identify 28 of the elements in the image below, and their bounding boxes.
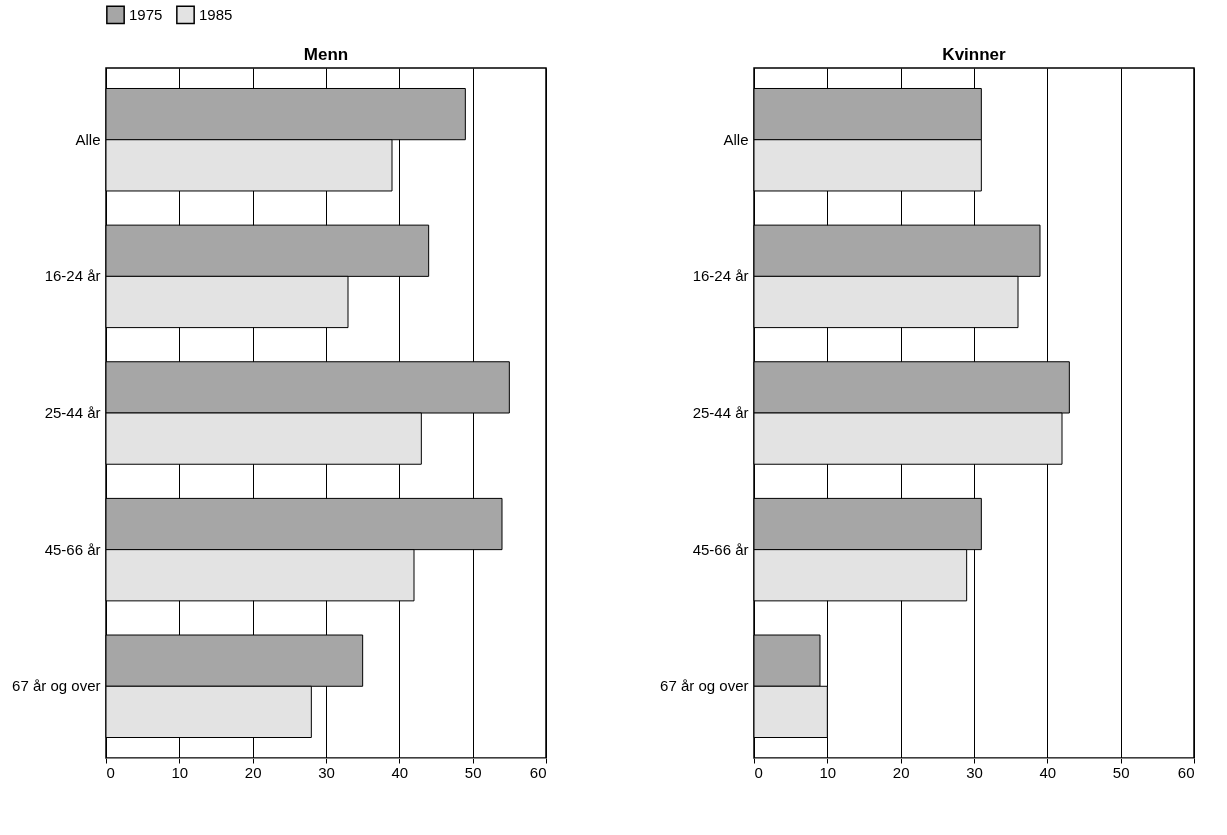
legend-label: 1975: [129, 5, 163, 23]
x-tick-label: 0: [106, 763, 115, 781]
legend-label: 1985: [199, 5, 233, 23]
y-tick-label: 67 år og over: [660, 677, 749, 695]
x-tick-label: 20: [892, 763, 910, 781]
x-tick-label: 0: [754, 763, 763, 781]
y-tick-label: Alle: [723, 130, 749, 148]
y-tick-label: 25-44 år: [44, 404, 101, 421]
y-tick-label: 45-66 år: [692, 540, 749, 558]
x-tick-label: 30: [318, 763, 335, 781]
y-tick-label: 67 år og over: [12, 677, 101, 695]
x-tick-label: 10: [819, 763, 837, 781]
x-tick-label: 60: [1177, 763, 1195, 781]
x-tick-label: 40: [391, 763, 409, 781]
chart-title: Menn: [303, 45, 349, 64]
x-tick-label: 20: [244, 763, 262, 781]
x-tick-label: 50: [1112, 763, 1130, 781]
y-tick-label: 45-66 år: [44, 540, 101, 558]
y-tick-label: 25-44 år: [692, 404, 749, 421]
x-tick-label: 40: [1039, 763, 1057, 781]
y-tick-label: 16-24 år: [692, 267, 749, 285]
x-tick-label: 50: [464, 763, 482, 781]
x-tick-label: 60: [529, 763, 547, 781]
y-tick-label: Alle: [75, 130, 101, 148]
x-tick-label: 30: [966, 763, 983, 781]
chart-title: Kvinner: [942, 45, 1007, 64]
x-tick-label: 10: [171, 763, 189, 781]
y-tick-label: 16-24 år: [44, 267, 101, 285]
